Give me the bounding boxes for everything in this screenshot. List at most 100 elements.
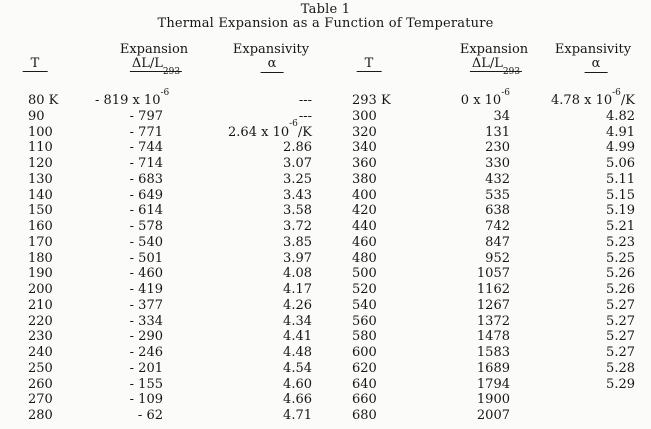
expansivity-left-cell: --- xyxy=(298,93,312,108)
expansion-left-cell: - 109 xyxy=(129,392,163,408)
table-row: 100 - 771 2.64 x 10-6/K 320 131 4.91 xyxy=(28,120,640,141)
table-row: 150 - 614 3.58 420 638 5.19 xyxy=(28,203,640,219)
col-header-dl-l293-left: ΔL/L293 xyxy=(129,56,183,77)
expansion-left-cell: - 578 xyxy=(129,219,163,234)
expansivity-left-cell: 3.07 xyxy=(283,156,312,171)
temperature-left-cell: 90 xyxy=(28,108,45,124)
expansion-right-cell: 34 xyxy=(493,108,510,124)
expansion-left-cell: - 246 xyxy=(129,345,163,360)
temperature-left-cell: 180 xyxy=(28,250,53,266)
expansion-left-cell: - 419 xyxy=(129,282,163,297)
expansivity-left-cell: 4.17 xyxy=(283,282,312,297)
expansion-left-cell: - 797 xyxy=(129,108,163,124)
expansivity-left-cell: 4.71 xyxy=(283,408,312,423)
expansion-right-cell: 230 xyxy=(485,140,510,156)
temperature-left-cell: 250 xyxy=(28,360,53,376)
temperature-left-cell: 210 xyxy=(28,297,53,313)
expansion-left-cell: - 819 x 10-6 xyxy=(95,87,170,108)
expansivity-right-cell: 5.11 xyxy=(606,171,635,187)
table-row: 170 - 540 3.85 460 847 5.23 xyxy=(28,235,640,251)
temperature-left-cell: 270 xyxy=(28,392,53,408)
temperature-right-cell: 460 xyxy=(352,234,377,250)
temperature-left-cell: 160 xyxy=(28,219,53,234)
expansivity-left-cell: 4.54 xyxy=(283,360,312,376)
expansivity-right-cell: 5.29 xyxy=(606,376,635,392)
temperature-left-cell: 280 xyxy=(28,408,53,423)
expansivity-right-cell: 5.25 xyxy=(606,250,635,266)
temperature-right-cell: 560 xyxy=(352,313,377,329)
temperature-right-cell: 540 xyxy=(352,297,377,313)
expansivity-left-cell: 4.66 xyxy=(283,392,312,408)
expansion-right-cell: 1900 xyxy=(476,392,510,408)
col-header-expansivity-left: Expansivity xyxy=(232,42,310,57)
expansivity-right-cell: 5.27 xyxy=(606,345,635,360)
temperature-right-cell: 480 xyxy=(352,250,377,266)
temperature-right-cell: 600 xyxy=(352,345,377,360)
expansion-right-cell: 0 x 10-6 xyxy=(460,87,510,108)
table-row: 270 - 109 4.66 660 1900 xyxy=(28,392,640,408)
expansivity-left-cell: --- xyxy=(298,108,312,124)
table-number: Table 1 xyxy=(300,2,351,17)
expansivity-left-cell: 4.08 xyxy=(283,266,312,282)
expansion-right-cell: 1267 xyxy=(476,297,510,313)
expansivity-left-cell: 4.26 xyxy=(283,297,312,313)
expansivity-right-cell: 4.99 xyxy=(606,140,635,156)
temperature-right-cell: 640 xyxy=(352,376,377,392)
expansivity-left-cell: 3.43 xyxy=(283,187,312,203)
expansion-left-cell: - 771 xyxy=(129,124,163,140)
temperature-left-cell: 140 xyxy=(28,187,53,203)
temperature-left-cell: 170 xyxy=(28,234,53,250)
expansion-right-cell: 330 xyxy=(485,156,510,171)
temperature-right-cell: 360 xyxy=(352,156,377,171)
temperature-right-cell: 300 xyxy=(352,108,377,124)
table-body: 80 K - 819 x 10-6 --- 293 K 0 x 10-6 4.78 x 1… xyxy=(28,87,640,424)
table-row: 200 - 419 4.17 520 1162 5.26 xyxy=(28,282,640,298)
temperature-left-cell: 110 xyxy=(28,140,53,156)
expansivity-right-cell: 5.15 xyxy=(606,187,635,203)
expansion-left-cell: - 683 xyxy=(129,171,163,187)
expansion-right-cell: 535 xyxy=(485,187,510,203)
expansion-left-cell: - 649 xyxy=(129,187,163,203)
col-header-dl-l293-right: ΔL/L293 xyxy=(469,56,523,77)
temperature-right-cell: 440 xyxy=(352,219,377,234)
expansion-right-cell: 1689 xyxy=(476,360,510,376)
temperature-right-cell: 400 xyxy=(352,187,377,203)
table-row: 250 - 201 4.54 620 1689 5.28 xyxy=(28,361,640,377)
table-row: 240 - 246 4.48 600 1583 5.27 xyxy=(28,345,640,361)
expansivity-left-cell: 2.86 xyxy=(283,140,312,156)
col-header-expansivity-right: Expansivity xyxy=(554,42,632,57)
temperature-left-cell: 130 xyxy=(28,171,53,187)
table-row: 220 - 334 4.34 560 1372 5.27 xyxy=(28,314,640,330)
expansion-right-cell: 131 xyxy=(485,124,510,140)
temperature-right-cell: 293 K xyxy=(352,93,391,108)
temperature-right-cell: 420 xyxy=(352,203,377,219)
expansion-left-cell: - 540 xyxy=(129,234,163,250)
temperature-right-cell: 620 xyxy=(352,360,377,376)
expansion-left-cell: - 744 xyxy=(129,140,163,156)
temperature-right-cell: 680 xyxy=(352,408,377,423)
expansivity-right-cell: 5.21 xyxy=(606,219,635,234)
expansivity-right-cell: 5.27 xyxy=(606,329,635,345)
expansion-left-cell: - 62 xyxy=(137,408,163,423)
temperature-left-cell: 220 xyxy=(28,313,53,329)
expansion-right-cell: 432 xyxy=(485,171,510,187)
table-row: 110 - 744 2.86 340 230 4.99 xyxy=(28,140,640,156)
table-row: 190 - 460 4.08 500 1057 5.26 xyxy=(28,266,640,282)
expansion-left-cell: - 460 xyxy=(129,266,163,282)
col-header-t-left: T xyxy=(22,57,48,72)
expansion-right-cell: 847 xyxy=(485,234,510,250)
temperature-left-cell: 230 xyxy=(28,329,53,345)
expansivity-left-cell: 3.58 xyxy=(283,203,312,219)
expansion-left-cell: - 201 xyxy=(129,360,163,376)
expansion-right-cell: 1372 xyxy=(476,313,510,329)
temperature-right-cell: 380 xyxy=(352,171,377,187)
expansivity-right-cell: 4.78 x 10-6/K xyxy=(551,87,635,108)
expansion-left-cell: - 377 xyxy=(129,297,163,313)
table-row: 180 - 501 3.97 480 952 5.25 xyxy=(28,251,640,267)
expansivity-left-cell: 3.72 xyxy=(283,219,312,234)
col-header-expansion-left: Expansion xyxy=(119,42,189,57)
expansion-right-cell: 1478 xyxy=(476,329,510,345)
expansivity-right-cell: 5.26 xyxy=(606,282,635,297)
temperature-left-cell: 80 K xyxy=(28,93,59,108)
expansivity-left-cell: 4.48 xyxy=(283,345,312,360)
